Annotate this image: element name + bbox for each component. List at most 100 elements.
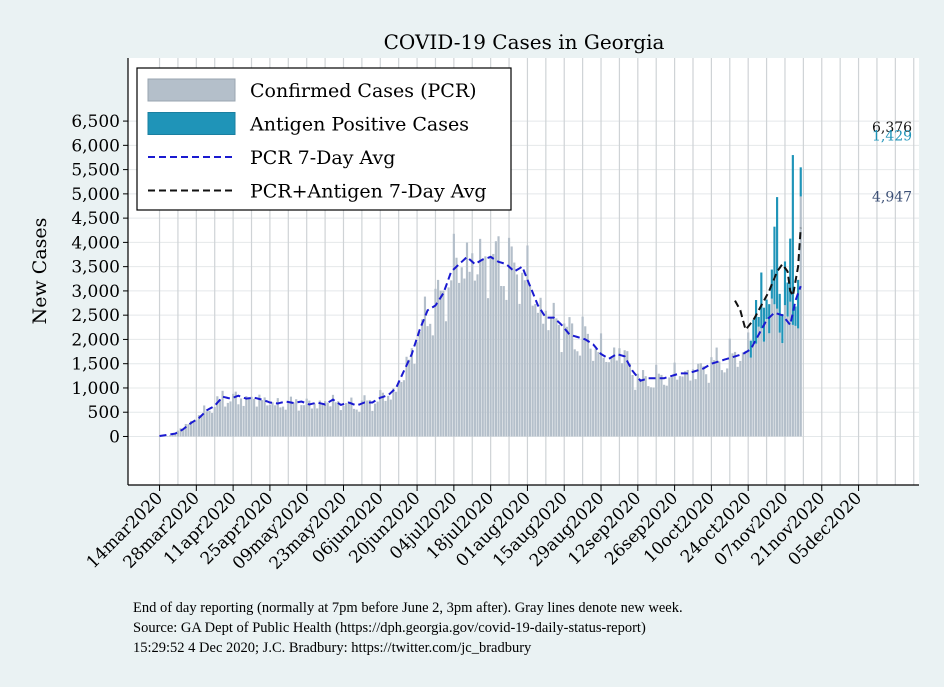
pcr-bar <box>663 384 666 437</box>
pcr-bar <box>489 255 492 437</box>
pcr-bar <box>355 409 358 437</box>
pcr-bar <box>689 380 692 437</box>
pcr-bar <box>189 420 193 437</box>
pcr-bar <box>334 402 337 437</box>
pcr-bar <box>536 312 540 437</box>
antigen-bar <box>776 197 779 309</box>
pcr-bar <box>358 411 361 437</box>
pcr-bar <box>500 285 503 437</box>
pcr-bar <box>476 274 479 437</box>
pcr-bar <box>568 317 571 437</box>
pcr-bar <box>799 196 802 437</box>
avg-lines <box>159 227 802 437</box>
pcr-bar <box>444 321 448 437</box>
pcr-bar <box>797 328 800 437</box>
pcr-bar <box>426 326 429 437</box>
pcr-bar <box>342 405 345 437</box>
pcr-bar <box>423 296 427 437</box>
pcr-bar <box>324 401 327 437</box>
pcr-bar <box>402 380 406 437</box>
antigen-bar <box>781 313 784 344</box>
pcr-bar <box>699 363 702 437</box>
pcr-bar <box>292 402 295 437</box>
pcr-bar <box>392 388 395 437</box>
y-tick-label: 4,500 <box>71 209 120 229</box>
y-tick-label: 3,000 <box>71 282 120 302</box>
pcr-bar <box>641 370 645 437</box>
pcr-bar <box>744 350 747 437</box>
y-tick-label: 1,000 <box>71 379 120 399</box>
pcr-bar <box>187 424 190 437</box>
pcr-bar <box>778 332 781 437</box>
pcr-bar <box>218 399 222 437</box>
pcr-bar <box>657 373 660 437</box>
pcr-bar <box>447 287 450 437</box>
pcr-bar <box>544 310 547 437</box>
pcr-bar <box>284 409 287 437</box>
pcr-bar <box>394 391 398 437</box>
pcr-bar <box>266 405 269 437</box>
pcr-bar <box>366 400 369 437</box>
pcr-bar <box>733 351 737 437</box>
y-tick-label: 4,000 <box>71 233 120 253</box>
pcr-bar <box>379 390 382 437</box>
pcr-bar <box>168 435 172 437</box>
pcr-bar <box>791 324 794 437</box>
antigen-bar <box>786 282 789 317</box>
antigen-bar <box>789 238 792 302</box>
pcr-bar <box>239 398 243 437</box>
pcr-bar <box>352 408 356 437</box>
pcr-bar <box>655 364 658 437</box>
pcr-bar <box>526 245 529 437</box>
y-tick-label: 2,000 <box>71 330 120 350</box>
pcr-bar <box>639 378 642 437</box>
pcr-bar <box>776 308 779 437</box>
pcr-bar <box>463 278 466 437</box>
pcr-bar <box>260 400 264 437</box>
pcr-bar <box>768 333 771 437</box>
pcr-bar <box>455 257 458 437</box>
pcr-bar <box>726 368 729 437</box>
pcr-bar <box>555 318 558 437</box>
pcr-bar <box>749 357 752 437</box>
pcr-bar <box>762 341 766 437</box>
pcr-bar <box>305 398 308 437</box>
pcr-bar <box>247 397 250 437</box>
pcr-bar <box>197 415 201 437</box>
antigen-bar <box>757 316 760 327</box>
pcr-bar <box>326 402 329 437</box>
pcr-bar <box>628 363 632 437</box>
footer-note-reporting: End of day reporting (normally at 7pm be… <box>133 600 683 616</box>
pcr-bar <box>521 272 524 437</box>
pcr-bar <box>515 274 519 437</box>
pcr-bar <box>258 394 261 437</box>
pcr-bar <box>460 267 463 437</box>
pcr-bar <box>410 348 413 437</box>
pcr-bar <box>200 415 203 437</box>
pcr-bar <box>715 347 718 437</box>
pcr-bar <box>276 398 279 437</box>
pcr-bar <box>773 304 776 437</box>
pcr-bar <box>421 319 424 437</box>
pcr-bar <box>670 377 674 437</box>
pcr-bar <box>718 361 721 437</box>
pcr-bar <box>371 410 374 437</box>
pcr-bar <box>697 363 700 437</box>
pcr-bar <box>271 402 274 437</box>
pcr-bar <box>224 406 227 437</box>
pcr-bar <box>408 359 411 437</box>
pcr-bar <box>623 350 626 437</box>
pcr-bar <box>479 238 482 437</box>
legend-swatch <box>147 78 236 102</box>
pcr-bar <box>192 421 195 437</box>
pcr-bar <box>684 371 687 437</box>
pcr-bar <box>594 348 597 437</box>
y-tick-label: 5,000 <box>71 185 120 205</box>
pcr-bar <box>676 379 679 437</box>
pcr-bar <box>736 366 739 437</box>
legend-swatch <box>147 112 236 135</box>
pcr-bar <box>765 319 768 437</box>
antigen-bar <box>791 155 794 325</box>
end-value-label: 4,947 <box>872 189 912 205</box>
pcr-bar <box>505 299 508 437</box>
